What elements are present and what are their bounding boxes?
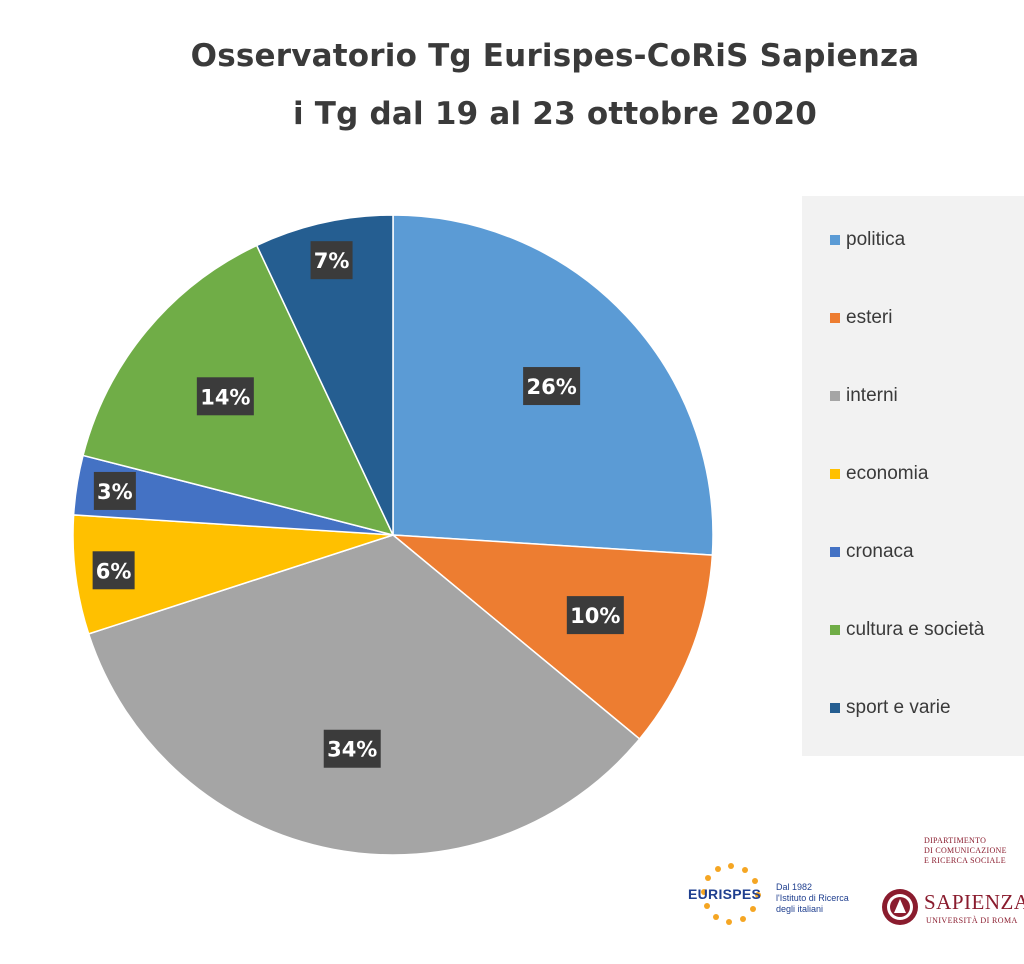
legend-swatch — [830, 703, 840, 713]
legend-item-sport-e-varie: sport e varie — [830, 696, 951, 720]
data-label-esteri: 10% — [566, 596, 624, 635]
svg-text:14%: 14% — [200, 385, 250, 409]
svg-text:6%: 6% — [96, 559, 132, 583]
svg-text:3%: 3% — [97, 480, 133, 504]
legend-item-politica: politica — [830, 228, 905, 252]
legend-item-cronaca: cronaca — [830, 540, 914, 564]
data-label-sport-e-varie: 7% — [310, 241, 353, 280]
sapienza-department: DIPARTIMENTO DI COMUNICAZIONE E RICERCA … — [924, 836, 1007, 865]
legend-label: interni — [846, 385, 898, 406]
eurispes-logo: EURISPES Dal 1982 l'Istituto di Ricerca … — [686, 858, 866, 938]
chart-title-line-1: Osservatorio Tg Eurispes-CoRiS Sapienza — [190, 38, 920, 74]
eurispes-tagline: Dal 1982 l'Istituto di Ricerca degli ita… — [776, 882, 849, 914]
svg-text:7%: 7% — [314, 249, 350, 273]
pie-slice-sport-e-varie — [255, 214, 394, 536]
legend-label: esteri — [846, 307, 893, 328]
legend-label: cronaca — [846, 541, 914, 562]
pie-slice-interni — [87, 534, 641, 856]
legend-item-economia: economia — [830, 462, 928, 486]
pie-slice-economia — [72, 514, 394, 635]
svg-text:34%: 34% — [327, 738, 377, 762]
chart-legend: politica esteri interni economia cronaca cult… — [802, 196, 1024, 756]
legend-label: economia — [846, 463, 929, 484]
data-label-cultura-e-società: 14% — [196, 377, 254, 416]
sapienza-university: UNIVERSITÀ DI ROMA — [926, 916, 1018, 925]
eurispes-stars-icon — [701, 863, 761, 925]
legend-label: politica — [846, 229, 906, 250]
pie-chart: 26% 10% 34% 6% 3% 14% 7% — [72, 214, 714, 856]
data-label-cronaca: 3% — [93, 471, 136, 510]
data-label-interni: 34% — [323, 729, 381, 768]
legend-swatch — [830, 625, 840, 635]
legend-swatch — [830, 547, 840, 557]
legend-item-cultura-e-società: cultura e società — [830, 618, 984, 642]
legend-swatch — [830, 235, 840, 245]
eurispes-wordmark: EURISPES — [688, 886, 762, 902]
chart-title-line-2: i Tg dal 19 al 23 ottobre 2020 — [292, 96, 818, 132]
sapienza-seal-icon — [882, 889, 918, 925]
legend-item-esteri: esteri — [830, 306, 892, 330]
svg-text:10%: 10% — [570, 604, 620, 628]
svg-text:26%: 26% — [526, 375, 576, 399]
data-label-economia: 6% — [92, 551, 135, 590]
legend-label: cultura e società — [846, 619, 985, 640]
sapienza-name: SAPIENZA — [924, 890, 1024, 914]
legend-label: sport e varie — [846, 697, 951, 718]
pie-slice-esteri — [390, 534, 714, 741]
data-label-politica: 26% — [523, 367, 581, 406]
legend-item-interni: interni — [830, 384, 898, 408]
sapienza-logo: DIPARTIMENTO DI COMUNICAZIONE E RICERCA … — [878, 836, 1024, 946]
legend-swatch — [830, 469, 840, 479]
legend-swatch — [830, 391, 840, 401]
legend-swatch — [830, 313, 840, 323]
